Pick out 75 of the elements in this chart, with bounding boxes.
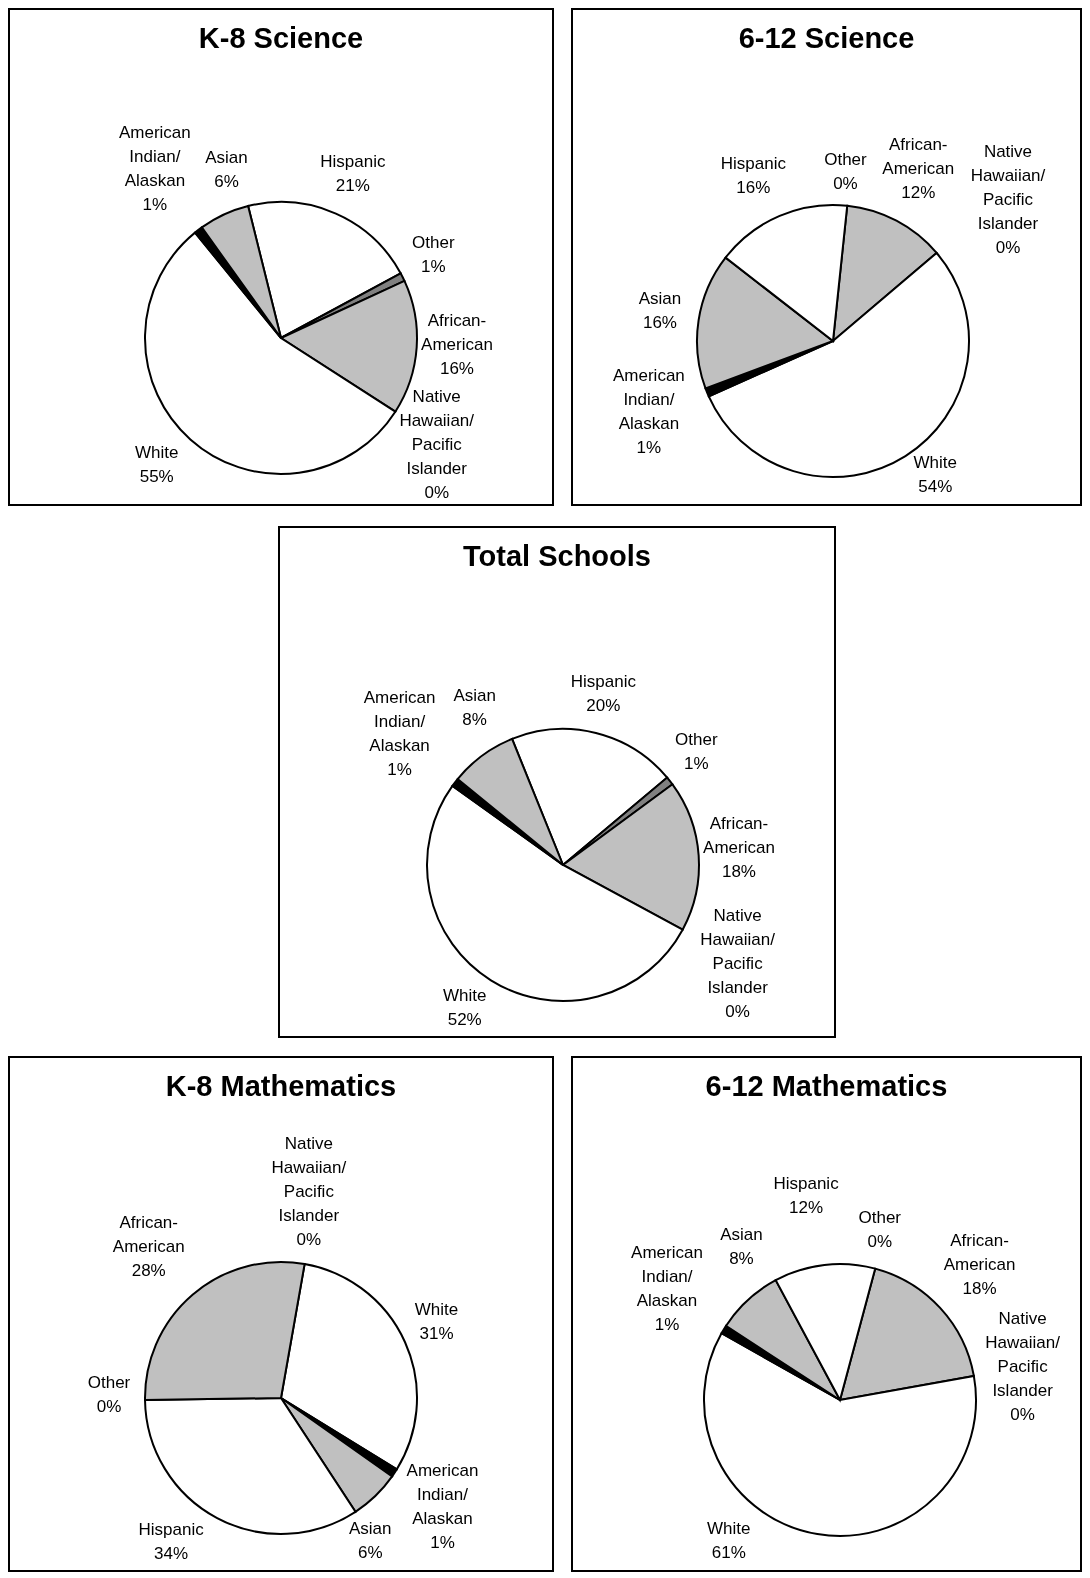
text: 0% xyxy=(1010,1404,1035,1424)
data-label: 28% xyxy=(131,1260,166,1280)
data-label: 16% xyxy=(642,312,677,332)
data-label: 16% xyxy=(736,177,771,197)
slice-label: Asian xyxy=(349,1519,392,1539)
data-label: 20% xyxy=(586,696,621,716)
category-label: Native Hawaiian/Pacific Islander xyxy=(271,1134,347,1226)
slice-label: African-American xyxy=(703,813,775,857)
slice-label: White xyxy=(707,1519,751,1539)
slice-label: White xyxy=(913,452,958,472)
chart-title: Total Schools xyxy=(462,540,652,573)
slice-label: Hispanic xyxy=(138,1519,205,1539)
slice-label: American Indian/Alaskan xyxy=(118,122,191,190)
slice-label: Hispanic xyxy=(320,151,386,171)
slice-label: Asian xyxy=(453,686,496,706)
data-label: 52% xyxy=(447,1009,482,1029)
text: 0% xyxy=(867,1231,893,1251)
data-label: 21% xyxy=(335,175,370,195)
category-label: Native Hawaiian/Pacific Islander xyxy=(700,906,775,998)
data-label: 34% xyxy=(154,1543,189,1563)
data-label: 18% xyxy=(721,861,756,881)
data-label: 31% xyxy=(419,1323,454,1343)
category-label: Native Hawaiian/Pacific Islander xyxy=(970,141,1046,233)
data-label: 18% xyxy=(962,1279,997,1299)
data-label: 1% xyxy=(387,760,412,780)
slice-label: Hispanic xyxy=(773,1173,840,1193)
data-label: 8% xyxy=(729,1249,754,1269)
slice-label: White xyxy=(414,1299,459,1319)
slice-label: White xyxy=(443,985,487,1005)
text: 0% xyxy=(833,173,858,193)
slice-label: White xyxy=(134,442,179,462)
data-label: 16% xyxy=(439,359,474,379)
slice-label: American Indian/Alaskan xyxy=(613,365,685,433)
slice-label: Asian xyxy=(638,288,682,308)
chart-title: K-8 Mathematics xyxy=(164,1070,398,1103)
slice-label: Asian xyxy=(205,148,248,168)
slice-label: Other xyxy=(675,730,718,750)
slice-label: American Indian/Alaskan xyxy=(406,1460,479,1528)
data-label: 12% xyxy=(901,182,936,202)
slice-label: African-American xyxy=(112,1212,185,1256)
slice-label: African-American xyxy=(882,134,955,178)
data-label: 8% xyxy=(462,710,487,730)
slice-label: African-American xyxy=(943,1231,1016,1275)
text: 0% xyxy=(96,1397,122,1417)
slice-label: Hispanic xyxy=(720,153,787,173)
data-label: 54% xyxy=(918,476,953,496)
chart-title: 6-12 Mathematics xyxy=(704,1070,949,1103)
slice-label: African-American xyxy=(421,311,493,355)
data-label: 1% xyxy=(142,194,168,214)
chart-title: K-8 Science xyxy=(197,22,365,55)
slice-label: Hispanic xyxy=(570,672,637,692)
data-label: 1% xyxy=(654,1315,680,1335)
slice-label: American Indian/Alaskan xyxy=(363,688,436,756)
data-label: 1% xyxy=(421,257,446,277)
text: 0% xyxy=(296,1230,322,1250)
category-label: Native Hawaiian/Pacific Islander xyxy=(399,386,475,478)
slice-label: American Indian/Alaskan xyxy=(631,1243,703,1311)
data-label: 1% xyxy=(430,1532,455,1552)
data-label: 55% xyxy=(139,466,174,486)
category-label: Native Hawaiian/Pacific Islander xyxy=(985,1308,1060,1400)
text: 0% xyxy=(725,1002,750,1022)
data-label: 1% xyxy=(684,754,709,774)
category-label: Other xyxy=(824,149,867,169)
data-label: 6% xyxy=(214,172,239,192)
data-label: 12% xyxy=(789,1197,824,1217)
category-label: Other xyxy=(87,1373,131,1393)
data-label: 61% xyxy=(711,1543,746,1563)
text: 0% xyxy=(424,482,450,502)
slice-label: Other xyxy=(412,233,455,253)
slice-label: Asian xyxy=(720,1225,763,1245)
category-label: Other xyxy=(858,1207,902,1227)
data-label: 1% xyxy=(636,437,662,457)
data-label: 6% xyxy=(357,1543,383,1563)
chart-title: 6-12 Science xyxy=(737,22,916,55)
text: 0% xyxy=(995,237,1021,257)
